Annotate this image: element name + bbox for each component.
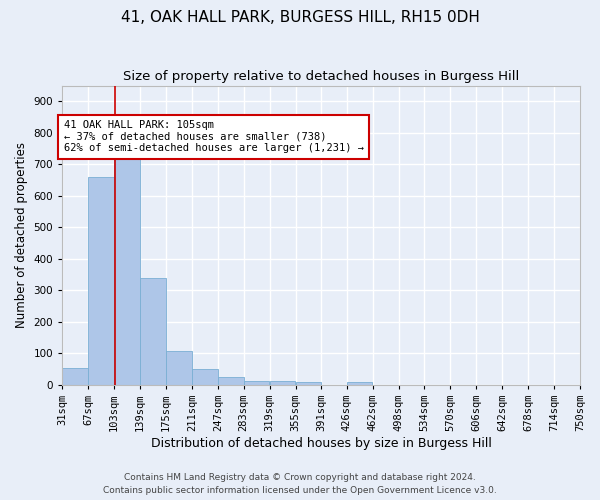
Text: 41, OAK HALL PARK, BURGESS HILL, RH15 0DH: 41, OAK HALL PARK, BURGESS HILL, RH15 0D… (121, 10, 479, 25)
Bar (218, 377, 244, 385)
Bar (88, 177, 114, 385)
Bar (296, 382, 321, 385)
Bar (244, 380, 269, 385)
Bar (192, 368, 218, 385)
Bar (166, 351, 191, 385)
Bar (114, 148, 140, 385)
Bar (62, 368, 88, 385)
Text: Contains HM Land Registry data © Crown copyright and database right 2024.
Contai: Contains HM Land Registry data © Crown c… (103, 474, 497, 495)
X-axis label: Distribution of detached houses by size in Burgess Hill: Distribution of detached houses by size … (151, 437, 491, 450)
Y-axis label: Number of detached properties: Number of detached properties (15, 142, 28, 328)
Bar (270, 381, 295, 385)
Bar (347, 382, 373, 385)
Bar (140, 278, 166, 385)
Text: 41 OAK HALL PARK: 105sqm
← 37% of detached houses are smaller (738)
62% of semi-: 41 OAK HALL PARK: 105sqm ← 37% of detach… (64, 120, 364, 154)
Title: Size of property relative to detached houses in Burgess Hill: Size of property relative to detached ho… (123, 70, 519, 83)
